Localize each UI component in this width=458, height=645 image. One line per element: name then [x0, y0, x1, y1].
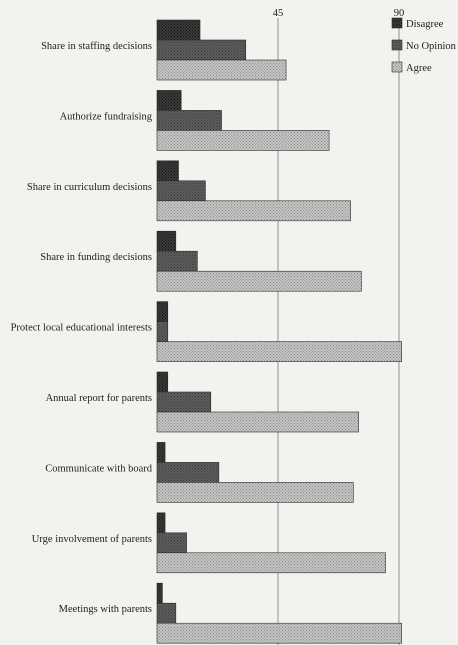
legend-label-no-opinion: No Opinion: [406, 41, 457, 52]
bar-agree-communicate-with-board: [156, 482, 354, 503]
bar-disagree-protect-local-educational-interests: [156, 301, 169, 322]
bar-disagree-share-in-curriculum-decisions: [156, 160, 179, 182]
legend: Disagree No Opinion Agree: [391, 17, 457, 74]
bar-disagree-urge-involvement-of-parents: [156, 512, 166, 534]
category-label-annual-report-for-parents: Annual report for parents: [46, 393, 152, 404]
x-tick-label: 45: [273, 8, 284, 19]
gridlines: [277, 18, 400, 645]
bar-no-opinion-meetings-with-parents: [156, 602, 177, 624]
category-label-urge-involvement-of-parents: Urge involvement of parents: [32, 534, 152, 545]
bars: [156, 19, 402, 644]
category-label-share-in-curriculum-decisions: Share in curriculum decisions: [27, 182, 152, 193]
legend-swatch-no-opinion: [391, 39, 403, 51]
x-tick-label: 90: [394, 8, 405, 19]
tick-labels: 45 90: [273, 8, 405, 19]
legend-swatch-disagree: [391, 17, 403, 29]
bar-no-opinion-communicate-with-board: [156, 462, 220, 483]
category-label-communicate-with-board: Communicate with board: [45, 463, 152, 474]
bar-disagree-share-in-staffing-decisions: [156, 19, 201, 41]
bar-no-opinion-urge-involvement-of-parents: [156, 532, 187, 554]
bar-agree-authorize-fundraising: [156, 130, 330, 151]
category-label-authorize-fundraising: Authorize fundraising: [60, 111, 153, 122]
bar-disagree-authorize-fundraising: [156, 90, 182, 111]
bar-no-opinion-protect-local-educational-interests: [156, 321, 169, 342]
bar-disagree-share-in-funding-decisions: [156, 230, 177, 252]
bar-no-opinion-share-in-curriculum-decisions: [156, 180, 206, 202]
bar-no-opinion-share-in-funding-decisions: [156, 250, 198, 272]
category-label-protect-local-educational-interests: Protect local educational interests: [11, 323, 152, 334]
bar-agree-share-in-funding-decisions: [156, 270, 362, 292]
bar-disagree-annual-report-for-parents: [156, 371, 169, 393]
bar-agree-share-in-staffing-decisions: [156, 59, 287, 81]
bar-agree-meetings-with-parents: [156, 622, 402, 644]
bar-agree-share-in-curriculum-decisions: [156, 200, 351, 222]
category-label-share-in-staffing-decisions: Share in staffing decisions: [41, 41, 152, 52]
bar-agree-protect-local-educational-interests: [156, 341, 402, 362]
bar-disagree-communicate-with-board: [156, 442, 166, 463]
category-labels: Share in staffing decisions Authorize fun…: [11, 41, 153, 615]
category-label-meetings-with-parents: Meetings with parents: [59, 604, 152, 615]
bar-no-opinion-share-in-staffing-decisions: [156, 39, 247, 61]
category-label-share-in-funding-decisions: Share in funding decisions: [40, 252, 152, 263]
bar-no-opinion-authorize-fundraising: [156, 110, 222, 131]
bar-no-opinion-annual-report-for-parents: [156, 391, 212, 413]
bar-disagree-meetings-with-parents: [156, 582, 163, 604]
legend-swatch-agree: [391, 61, 403, 73]
legend-label-agree: Agree: [406, 63, 432, 74]
bar-agree-annual-report-for-parents: [156, 411, 359, 433]
legend-label-disagree: Disagree: [406, 19, 444, 30]
bar-agree-urge-involvement-of-parents: [156, 552, 386, 574]
